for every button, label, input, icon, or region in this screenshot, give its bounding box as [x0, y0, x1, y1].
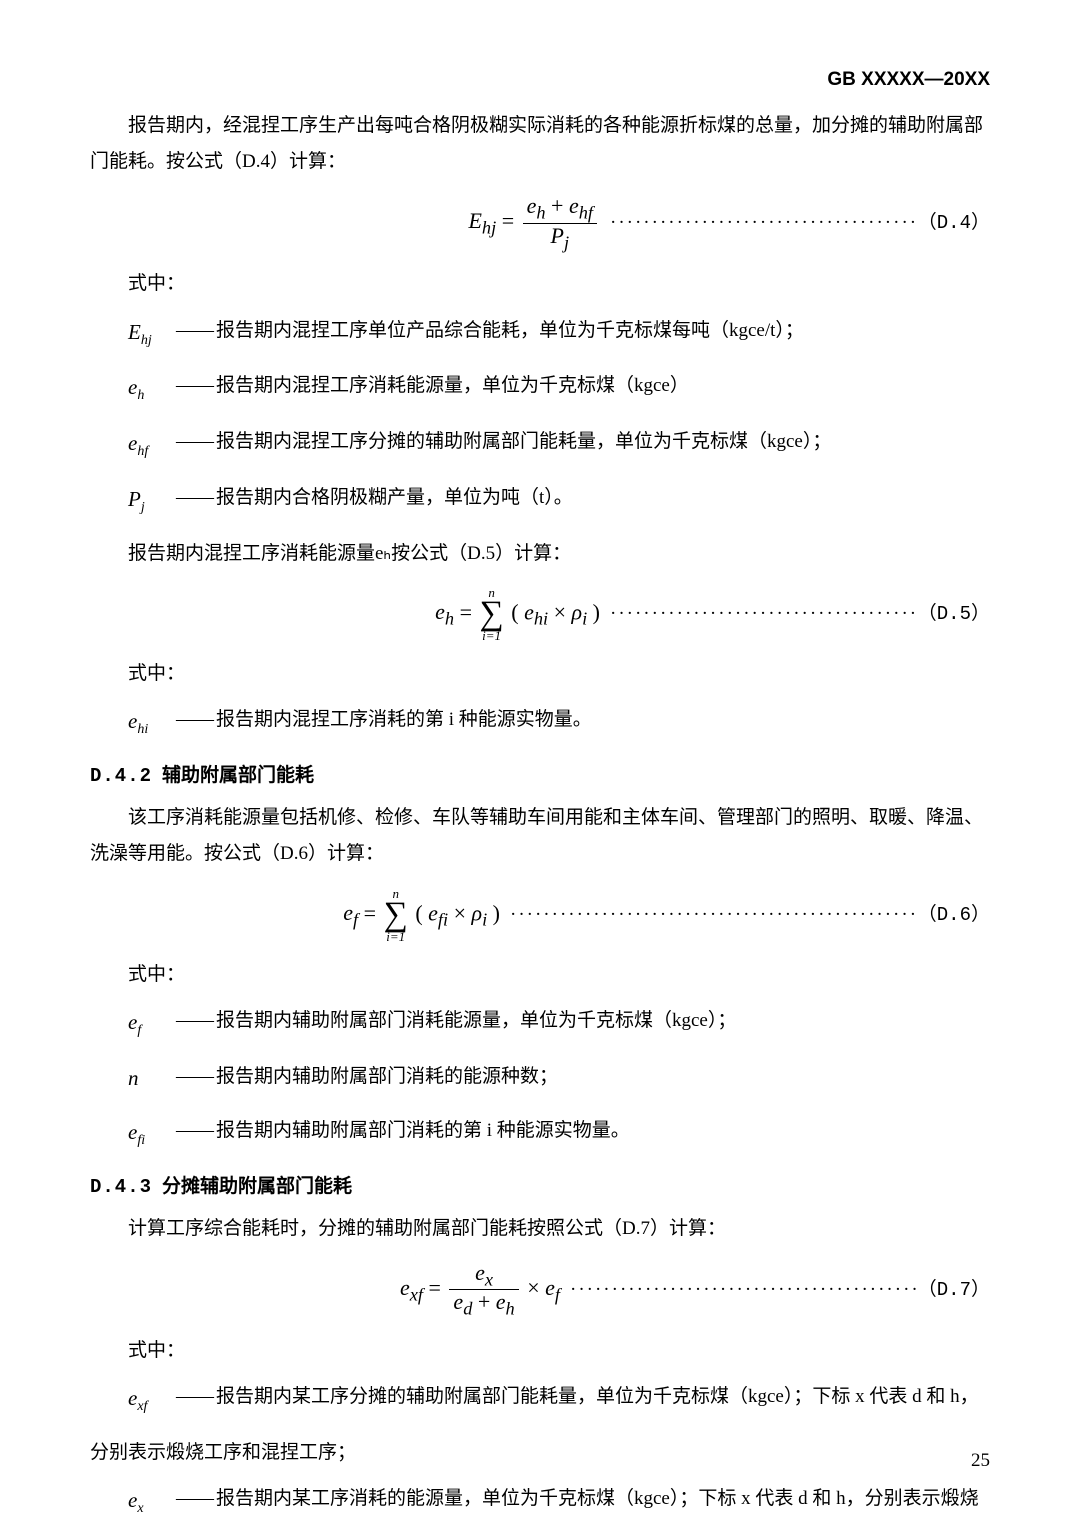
formula-D4-number: （D.4） — [918, 205, 990, 241]
symbol-efi: efi — [128, 1113, 174, 1155]
def-eh: eh —— 报告期内混捏工序消耗能源量，单位为千克标煤（kgce） — [90, 368, 990, 410]
def-efi: efi —— 报告期内辅助附属部门消耗的第 i 种能源实物量。 — [90, 1113, 990, 1155]
heading-D43-title: 分摊辅助附属部门能耗 — [162, 1176, 352, 1197]
def-ex: ex —— 报告期内某工序消耗的能源量，单位为千克标煤（kgce）；下标 x 代… — [90, 1481, 990, 1523]
page: GB XXXXX—20XX 报告期内，经混捏工序生产出每吨合格阴极糊实际消耗的各… — [0, 0, 1080, 1527]
symbol-Pj: Pj — [128, 480, 174, 522]
def-ehf-text: 报告期内混捏工序分摊的辅助附属部门能耗量，单位为千克标煤（kgce）； — [216, 424, 990, 460]
def-eh-text: 报告期内混捏工序消耗能源量，单位为千克标煤（kgce） — [216, 368, 990, 404]
symbol-ehf: ehf — [128, 424, 174, 466]
symbol-ex: ex — [128, 1481, 174, 1523]
formula-D4-leader: ········································… — [600, 205, 918, 241]
def-Ehj: Ehj —— 报告期内混捏工序单位产品综合能耗，单位为千克标煤每吨（kgce/t… — [90, 313, 990, 355]
def-Pj: Pj —— 报告期内合格阴极糊产量，单位为吨（t）。 — [90, 480, 990, 522]
heading-D43: D.4.3 分摊辅助附属部门能耗 — [90, 1169, 990, 1205]
def-ex-text: 报告期内某工序消耗的能源量，单位为千克标煤（kgce）；下标 x 代表 d 和 … — [216, 1481, 990, 1517]
def-ef: ef —— 报告期内辅助附属部门消耗能源量，单位为千克标煤（kgce）； — [90, 1003, 990, 1045]
symbol-exf: exf — [128, 1379, 174, 1421]
def-n: n —— 报告期内辅助附属部门消耗的能源种数； — [90, 1059, 990, 1099]
formula-D7-number: （D.7） — [918, 1272, 990, 1308]
heading-D43-num: D.4.3 — [90, 1176, 152, 1198]
dash: —— — [174, 313, 216, 349]
formula-D6-math: ef = n∑i=1 ( efi × ρi ) — [90, 887, 500, 944]
dash: —— — [174, 1059, 216, 1095]
where-D4: 式中： — [90, 266, 990, 302]
def-ehf: ehf —— 报告期内混捏工序分摊的辅助附属部门能耗量，单位为千克标煤（kgce… — [90, 424, 990, 466]
paragraph-D42: 该工序消耗能源量包括机修、检修、车队等辅助车间用能和主体车间、管理部门的照明、取… — [90, 800, 990, 872]
def-Pj-text: 报告期内合格阴极糊产量，单位为吨（t）。 — [216, 480, 990, 516]
paragraph-D5-intro: 报告期内混捏工序消耗能源量eₕ按公式（D.5）计算： — [90, 536, 990, 572]
def-exf-text-a: 报告期内某工序分摊的辅助附属部门能耗量，单位为千克标煤（kgce）；下标 x 代… — [216, 1379, 990, 1415]
formula-D5-math: eh = n∑i=1 ( ehi × ρi ) — [90, 586, 600, 643]
page-number: 25 — [971, 1443, 990, 1479]
formula-D4: Ehj = eh + ehf Pj ······················… — [90, 194, 990, 252]
heading-D42-num: D.4.2 — [90, 765, 152, 787]
symbol-n: n — [128, 1059, 174, 1099]
symbol-eh: eh — [128, 368, 174, 410]
dash: —— — [174, 1481, 216, 1517]
def-exf-text-b: 分别表示煅烧工序和混捏工序； — [90, 1435, 990, 1471]
symbol-Ehj: Ehj — [128, 313, 174, 355]
dash: —— — [174, 424, 216, 460]
header-standard-code: GB XXXXX—20XX — [827, 62, 990, 98]
def-exf: exf —— 报告期内某工序分摊的辅助附属部门能耗量，单位为千克标煤（kgce）… — [90, 1379, 990, 1421]
where-D7: 式中： — [90, 1333, 990, 1369]
symbol-ef: ef — [128, 1003, 174, 1045]
heading-D42: D.4.2 辅助附属部门能耗 — [90, 758, 990, 794]
dash: —— — [174, 480, 216, 516]
formula-D7: exf = ex ed + eh × ef ··················… — [90, 1261, 990, 1319]
where-D5: 式中： — [90, 656, 990, 692]
formula-D5-number: （D.5） — [918, 596, 990, 632]
symbol-ehi: ehi — [128, 702, 174, 744]
def-ehi: ehi —— 报告期内混捏工序消耗的第 i 种能源实物量。 — [90, 702, 990, 744]
formula-D5: eh = n∑i=1 ( ehi × ρi ) ················… — [90, 586, 990, 643]
paragraph-D43: 计算工序综合能耗时，分摊的辅助附属部门能耗按照公式（D.7）计算： — [90, 1211, 990, 1247]
dash: —— — [174, 702, 216, 738]
formula-D6-number: （D.6） — [918, 897, 990, 933]
paragraph-D4-intro: 报告期内，经混捏工序生产出每吨合格阴极糊实际消耗的各种能源折标煤的总量，加分摊的… — [90, 108, 990, 180]
heading-D42-title: 辅助附属部门能耗 — [162, 765, 314, 786]
formula-D6-leader: ········································… — [500, 897, 918, 933]
dash: —— — [174, 1003, 216, 1039]
def-efi-text: 报告期内辅助附属部门消耗的第 i 种能源实物量。 — [216, 1113, 990, 1149]
formula-D7-math: exf = ex ed + eh × ef — [90, 1261, 560, 1319]
dash: —— — [174, 368, 216, 404]
formula-D6: ef = n∑i=1 ( efi × ρi ) ················… — [90, 887, 990, 944]
formula-D7-leader: ········································… — [560, 1272, 918, 1308]
formula-D5-leader: ········································… — [600, 596, 918, 632]
def-n-text: 报告期内辅助附属部门消耗的能源种数； — [216, 1059, 990, 1095]
dash: —— — [174, 1379, 216, 1415]
def-ef-text: 报告期内辅助附属部门消耗能源量，单位为千克标煤（kgce）； — [216, 1003, 990, 1039]
formula-D4-math: Ehj = eh + ehf Pj — [90, 194, 600, 252]
where-D6: 式中： — [90, 957, 990, 993]
def-ehi-text: 报告期内混捏工序消耗的第 i 种能源实物量。 — [216, 702, 990, 738]
def-Ehj-text: 报告期内混捏工序单位产品综合能耗，单位为千克标煤每吨（kgce/t）； — [216, 313, 990, 349]
dash: —— — [174, 1113, 216, 1149]
